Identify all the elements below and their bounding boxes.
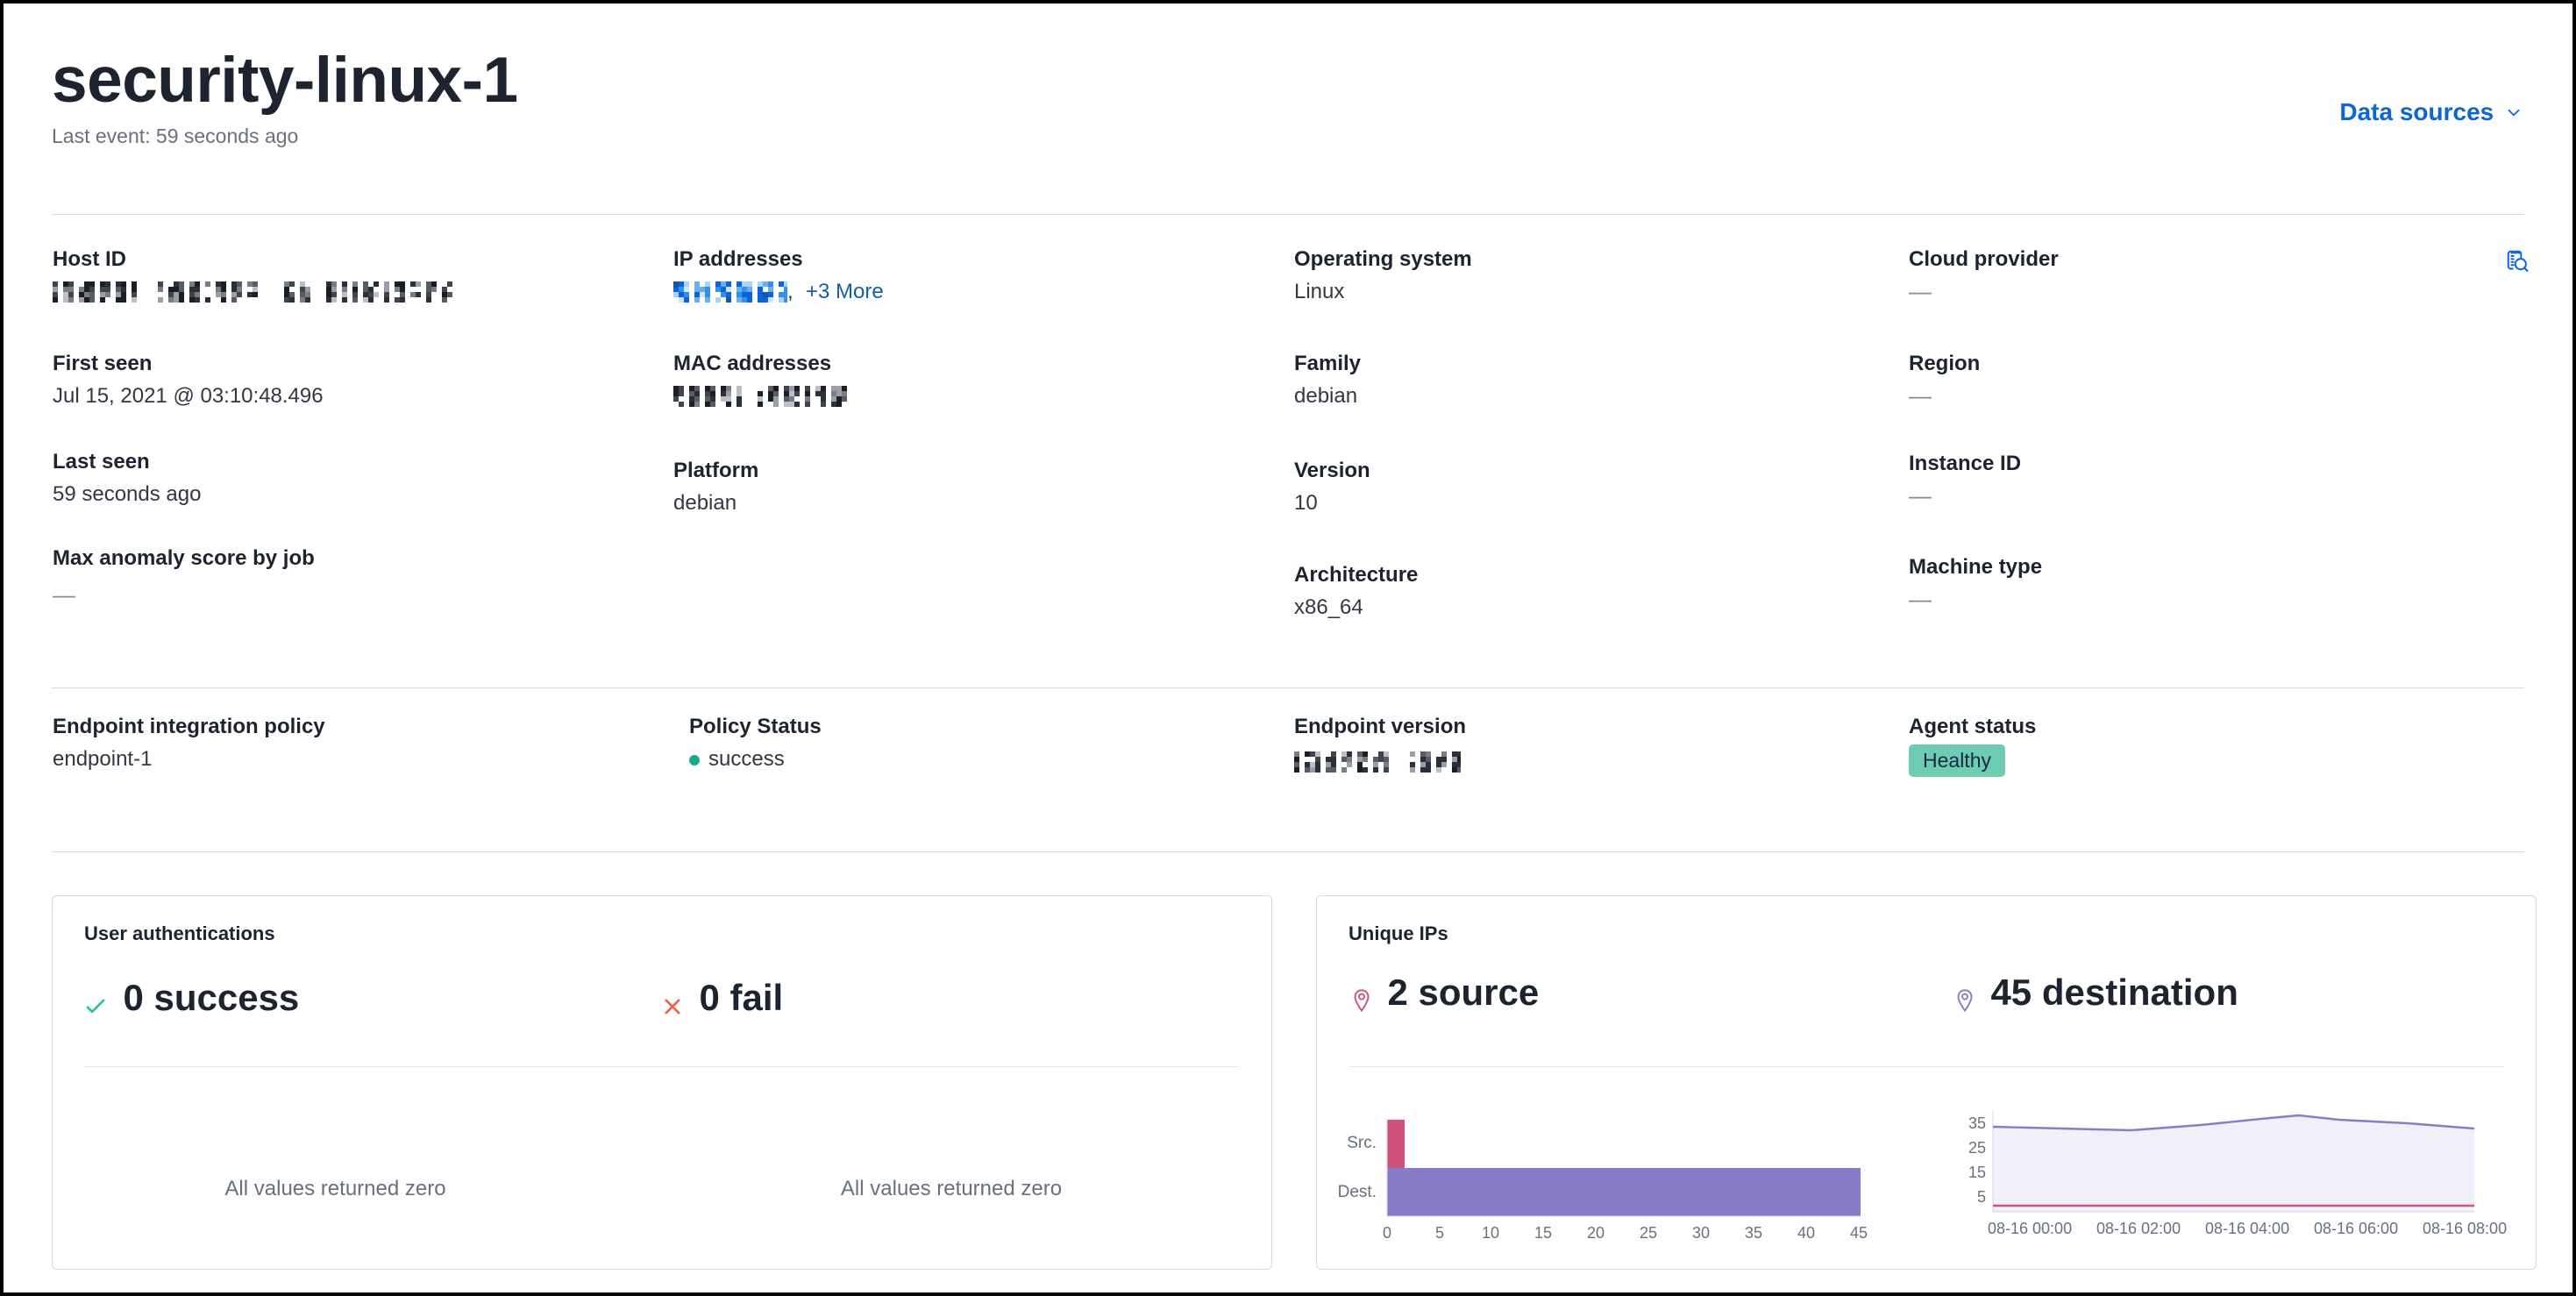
svg-text:35: 35	[1968, 1114, 1986, 1132]
svg-text:20: 20	[1587, 1224, 1605, 1242]
svg-text:15: 15	[1968, 1164, 1986, 1181]
svg-text:40: 40	[1797, 1224, 1815, 1242]
svg-text:10: 10	[1482, 1224, 1499, 1242]
svg-text:0: 0	[1383, 1224, 1391, 1242]
svg-text:5: 5	[1977, 1188, 1986, 1206]
svg-text:15: 15	[1534, 1224, 1552, 1242]
svg-text:5: 5	[1435, 1224, 1444, 1242]
svg-text:Src.: Src.	[1347, 1134, 1377, 1152]
svg-text:Dest.: Dest.	[1338, 1183, 1377, 1201]
svg-text:08-16 02:00: 08-16 02:00	[2096, 1220, 2181, 1237]
svg-text:08-16 00:00: 08-16 00:00	[1988, 1220, 2072, 1237]
svg-text:08-16 06:00: 08-16 06:00	[2314, 1220, 2398, 1237]
svg-text:08-16 04:00: 08-16 04:00	[2205, 1220, 2289, 1237]
svg-text:08-16 08:00: 08-16 08:00	[2423, 1220, 2507, 1237]
svg-text:35: 35	[1745, 1224, 1762, 1242]
svg-text:25: 25	[1640, 1224, 1657, 1242]
svg-text:25: 25	[1968, 1139, 1986, 1157]
svg-text:30: 30	[1692, 1224, 1710, 1242]
svg-text:45: 45	[1850, 1224, 1868, 1242]
